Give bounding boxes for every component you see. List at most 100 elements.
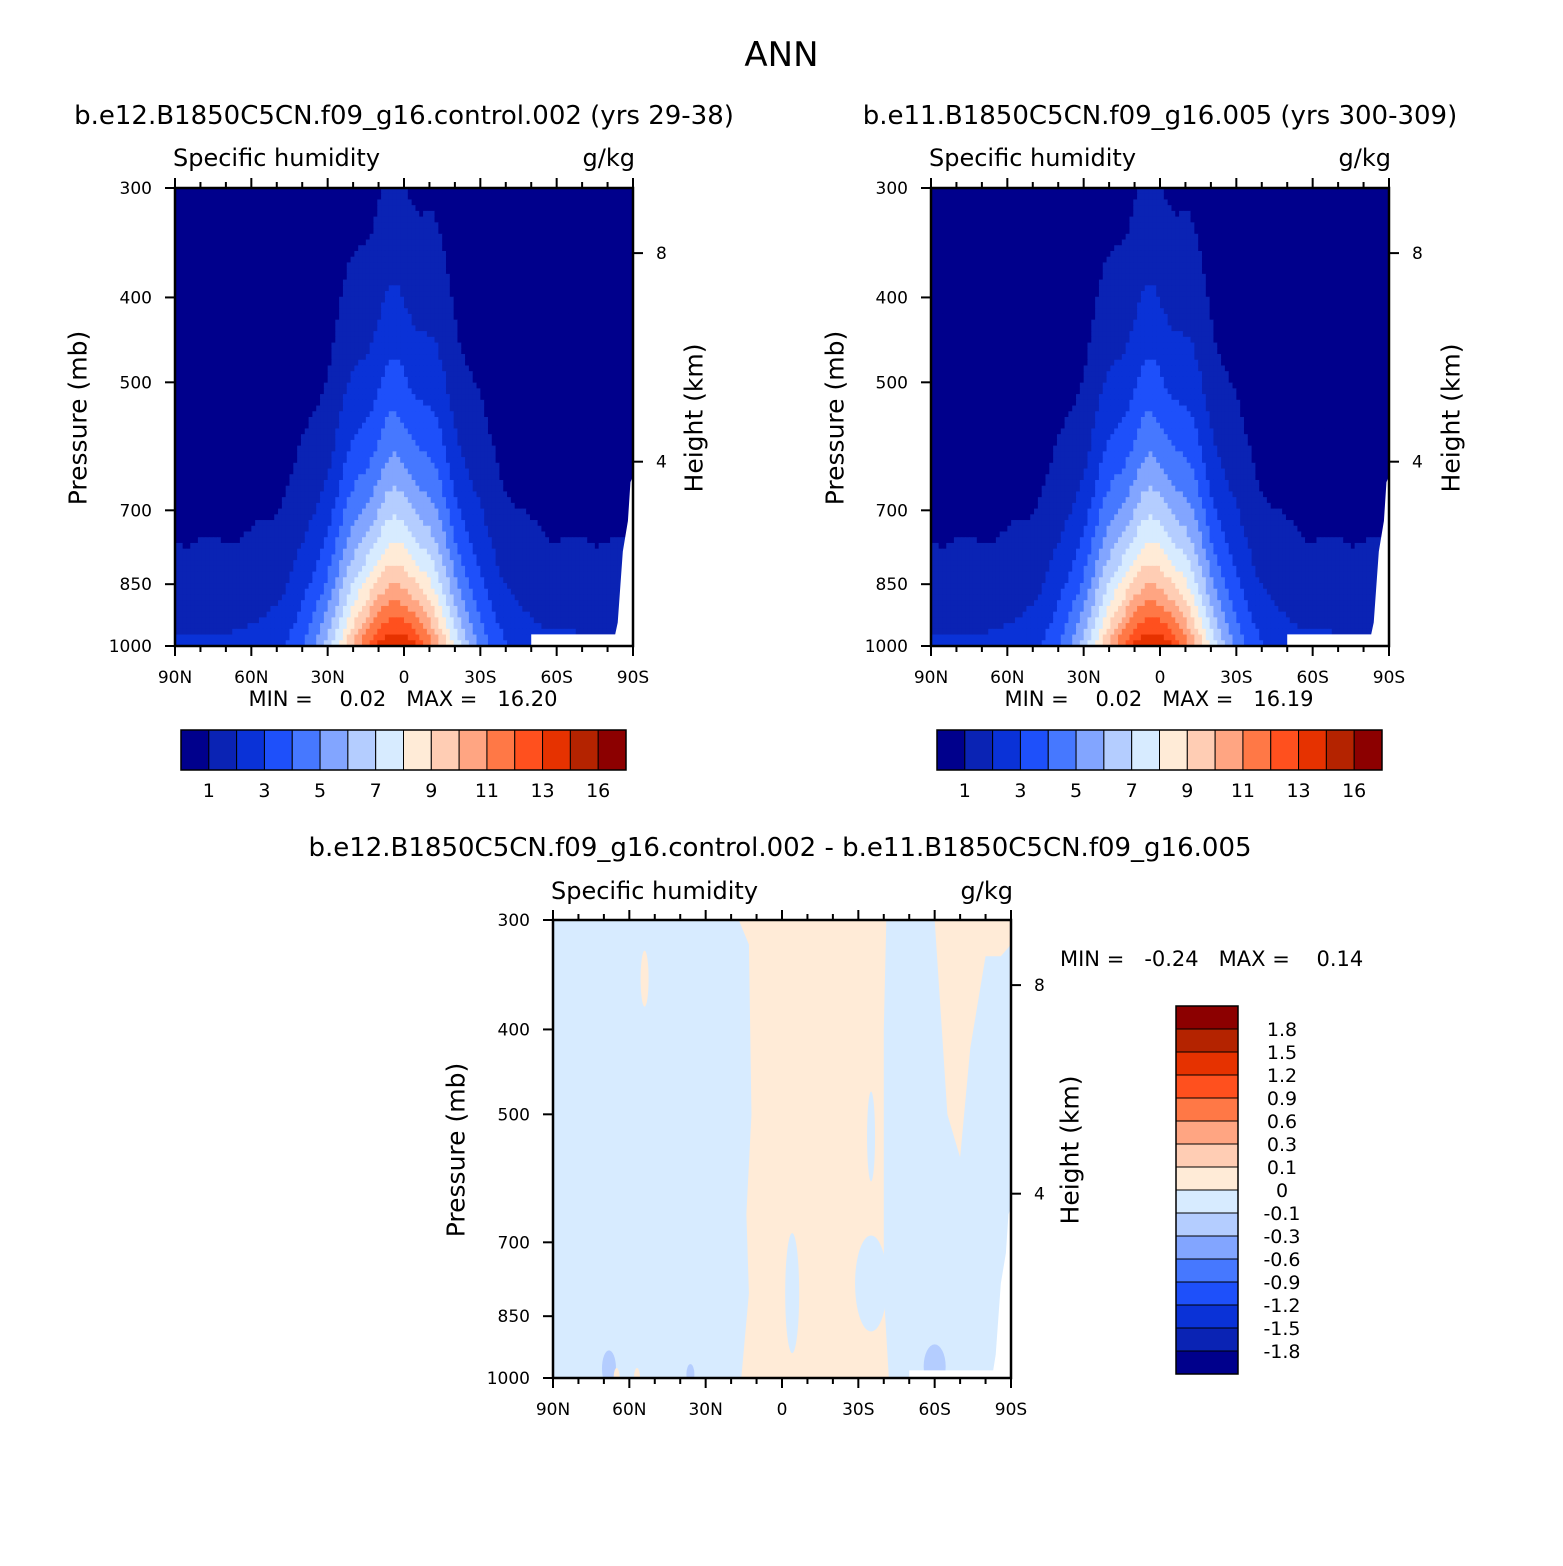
panel-1-cell xyxy=(190,417,195,424)
panel-1-cell xyxy=(606,411,611,418)
panel-1-cell xyxy=(575,199,581,206)
panel-1-cell xyxy=(503,205,508,212)
panel-1-cell xyxy=(178,216,184,223)
panel-1-cell xyxy=(629,188,633,195)
panel-1-cell xyxy=(396,359,401,367)
panel-1-cell xyxy=(377,319,382,326)
panel-1-cell xyxy=(610,302,615,309)
panel-1-cell xyxy=(186,228,191,235)
panel-1-cell xyxy=(190,245,195,252)
panel-1-cell xyxy=(453,411,459,418)
panel-1-cell xyxy=(491,382,497,389)
panel-1-cell xyxy=(346,388,352,395)
panel-1-cell xyxy=(216,319,222,326)
panel-1-cell xyxy=(251,331,256,338)
panel-1-cell xyxy=(377,199,382,206)
panel-1-cell xyxy=(499,222,504,229)
panel-1-cell xyxy=(480,417,485,424)
panel-1-cell xyxy=(270,342,275,349)
panel-1-cell xyxy=(175,285,180,292)
panel-1-cell xyxy=(300,188,306,195)
panel-1-cell xyxy=(197,216,203,223)
panel-1-cell xyxy=(613,205,619,212)
panel-1-cell xyxy=(297,222,302,229)
panel-1-cell xyxy=(377,205,382,212)
panel-1-cell xyxy=(468,331,474,338)
panel-1-cell xyxy=(194,342,199,349)
panel-1-cell xyxy=(510,250,516,258)
panel-1-cell xyxy=(354,331,359,338)
panel-1-cell xyxy=(381,216,386,223)
panel-1-cell xyxy=(358,188,363,195)
panel-1-cell xyxy=(297,348,302,355)
panel-1-cell xyxy=(236,302,241,309)
panel-1-cell xyxy=(304,365,310,372)
panel-1-cell xyxy=(266,245,272,252)
panel-1-cell xyxy=(526,359,531,367)
panel-1-cell xyxy=(449,302,455,309)
panel-1-cell xyxy=(568,262,573,269)
panel-1-cell xyxy=(365,388,371,395)
panel-1-cell xyxy=(342,205,348,212)
panel-1-cell xyxy=(278,222,283,229)
panel-1-cell xyxy=(503,388,508,395)
panel-1-cell xyxy=(392,199,397,206)
panel-1-cell xyxy=(289,262,294,269)
panel-1-cell xyxy=(266,291,272,298)
panel-1-cell xyxy=(617,245,623,252)
panel-1-cell xyxy=(514,359,520,367)
panel-1-cell xyxy=(556,273,562,281)
panel-1-cell xyxy=(243,376,249,384)
panel-1-cell xyxy=(243,268,249,275)
panel-1-cell xyxy=(300,193,306,201)
panel-1-cell xyxy=(346,313,352,321)
panel-1-cell xyxy=(430,285,436,292)
panel-1-cell xyxy=(228,336,233,344)
panel-1-cell xyxy=(255,313,260,321)
panel-1-cell xyxy=(610,313,615,321)
panel-1-cell xyxy=(213,313,218,321)
panel-1-cell xyxy=(369,382,375,389)
panel-1-cell xyxy=(312,376,317,384)
panel-1-cell xyxy=(262,228,268,235)
panel-1-cell xyxy=(579,371,584,378)
panel-1-cell xyxy=(610,376,615,384)
panel-1-cell xyxy=(258,228,264,235)
panel-1-cell xyxy=(407,308,413,315)
panel-1-cell xyxy=(331,365,336,372)
panel-1-cell xyxy=(579,250,584,258)
panel-1-cell xyxy=(316,325,321,332)
panel-1-cell xyxy=(579,210,584,218)
panel-1-cell xyxy=(598,279,604,286)
panel-1-cell xyxy=(274,233,279,241)
panel-1-cell xyxy=(297,256,302,264)
panel-1-cell xyxy=(312,239,317,246)
panel-1-cell xyxy=(381,291,386,298)
panel-1-cell xyxy=(568,188,573,195)
panel-1-cell xyxy=(510,193,516,201)
panel-1-cell xyxy=(575,371,581,378)
panel-1-cell xyxy=(323,382,329,389)
panel-1-cell xyxy=(449,388,455,395)
panel-1-cell xyxy=(239,228,245,235)
panel-1-cell xyxy=(529,245,535,252)
panel-1-cell xyxy=(285,342,291,349)
panel-1-cell xyxy=(362,245,367,252)
panel-1-cell xyxy=(617,222,623,229)
panel-1-cell xyxy=(495,319,501,326)
panel-1-cell xyxy=(621,256,626,264)
panel-1-cell xyxy=(285,331,291,338)
panel-1-cell xyxy=(266,371,272,378)
panel-1-cell xyxy=(320,256,325,264)
panel-1-cell xyxy=(300,313,306,321)
panel-1-cell xyxy=(594,342,600,349)
panel-1-cell xyxy=(320,199,325,206)
panel-1-cell xyxy=(304,302,310,309)
panel-1-cell xyxy=(579,394,584,401)
panel-1-cell xyxy=(606,308,611,315)
panel-1-cell xyxy=(438,222,443,229)
panel-1-cell xyxy=(529,354,535,361)
panel-1-cell xyxy=(522,205,527,212)
panel-1-cell xyxy=(571,228,577,235)
panel-1-cell xyxy=(484,228,489,235)
